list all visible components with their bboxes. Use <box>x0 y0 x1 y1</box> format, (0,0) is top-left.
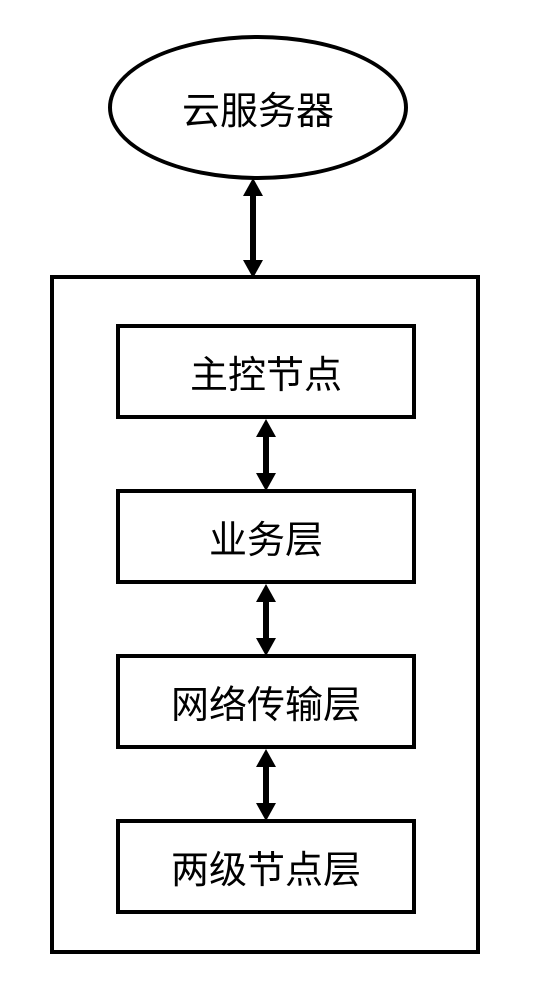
box-master-node: 主控节点 <box>116 324 416 419</box>
box-two-level-node-layer: 两级节点层 <box>116 819 416 914</box>
arrow-1 <box>235 178 271 278</box>
box-label-1: 业务层 <box>209 509 323 564</box>
arrow-2 <box>248 419 284 491</box>
box-label-0: 主控节点 <box>190 344 342 399</box>
outer-container: 主控节点 业务层 网络传输层 两级节点层 <box>50 275 480 954</box>
box-network-layer: 网络传输层 <box>116 654 416 749</box>
box-label-3: 两级节点层 <box>171 839 361 894</box>
box-label-2: 网络传输层 <box>171 674 361 729</box>
box-business-layer: 业务层 <box>116 489 416 584</box>
cloud-server-ellipse: 云服务器 <box>108 35 408 180</box>
ellipse-label: 云服务器 <box>182 80 334 135</box>
arrow-4 <box>248 749 284 821</box>
arrow-3 <box>248 584 284 656</box>
ellipse-shape: 云服务器 <box>108 35 408 180</box>
